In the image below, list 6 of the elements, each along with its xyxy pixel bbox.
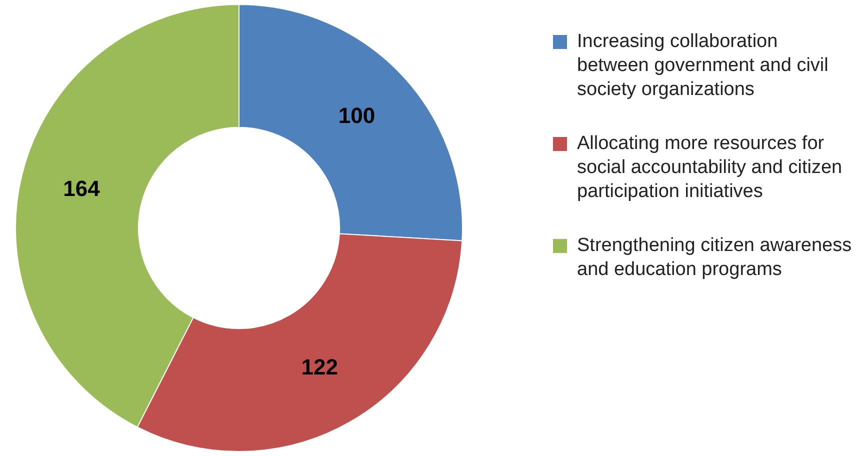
legend-label: Allocating more resources for social accountability and citizen participation initiatives <box>577 132 844 204</box>
data-label: 100 <box>338 102 376 128</box>
data-label: 164 <box>63 176 101 202</box>
data-label: 122 <box>301 354 338 380</box>
legend-label: Strengthening citizen awareness and education programs <box>577 234 853 282</box>
legend-label: Increasing collaboration between government and civil society organizations <box>577 30 830 102</box>
